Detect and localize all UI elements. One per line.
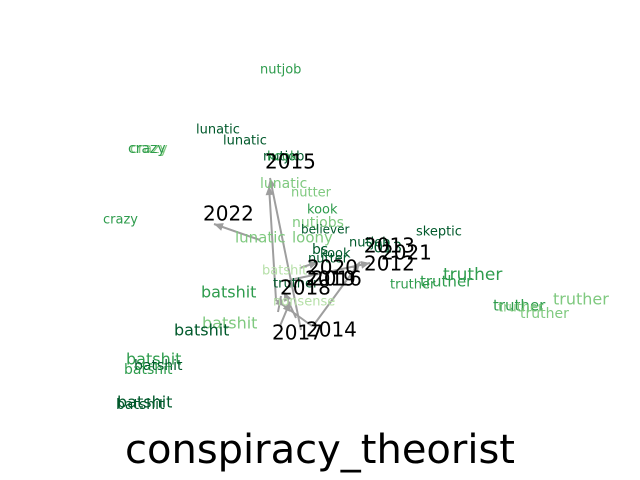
year-label: 2019 — [305, 267, 356, 291]
neighbor-word: nutjob — [263, 150, 304, 165]
neighbor-word: bs — [312, 242, 328, 258]
trajectory-edge — [289, 262, 371, 281]
neighbor-word: crazy — [130, 141, 168, 157]
year-label: 2013 — [364, 234, 415, 258]
arrowhead — [214, 223, 224, 231]
neighbor-word: nutjobs — [292, 215, 344, 231]
arrowhead — [265, 186, 274, 196]
arrowhead — [360, 260, 370, 269]
year-label: 2022 — [203, 202, 254, 226]
neighbor-word: truther — [498, 301, 544, 316]
arrowhead — [282, 302, 291, 312]
neighbor-word: batshit — [124, 362, 173, 378]
neighbor-word: crazy — [128, 141, 166, 157]
trajectory-edge — [312, 261, 361, 327]
neighbor-word: nutjob — [349, 236, 390, 251]
trajectory-edge — [268, 185, 313, 327]
diagram-title: conspiracy_theorist — [125, 427, 515, 473]
edges-layer — [213, 177, 371, 331]
neighbor-word: nutter — [308, 252, 349, 267]
arrowhead — [308, 261, 318, 269]
year-label: 2017 — [272, 321, 323, 345]
year-label: 2018 — [280, 276, 331, 300]
year-label: 2015 — [265, 150, 316, 174]
neighbor-word: believer — [301, 223, 350, 237]
arrowhead — [267, 178, 276, 188]
neighbor-word: kook — [320, 247, 351, 262]
neighbor-word: 2013 — [364, 239, 402, 257]
neighbor-word: batshit — [174, 321, 229, 340]
neighbor-word: truther — [520, 306, 569, 322]
neighbor-word: kook — [307, 203, 338, 218]
arrowhead — [275, 296, 284, 306]
neighbor-word: nutter — [291, 186, 332, 201]
neighbor-word: nonsense — [273, 295, 335, 310]
neighbor-word: lunatic — [235, 229, 286, 247]
neighbor-word: batshit — [201, 283, 256, 302]
year-label: 2020 — [307, 256, 358, 280]
year-label: 2021 — [381, 241, 432, 265]
neighbor-word: batshit — [262, 264, 307, 279]
neighbor-word: batshit — [117, 393, 172, 412]
neighbor-word: skeptic — [416, 225, 462, 240]
neighbor-word: truther — [420, 273, 473, 291]
neighbor-word: lunatic — [196, 123, 240, 138]
neighbor-word: truther — [553, 290, 609, 309]
neighbor-word: crazy — [103, 213, 138, 228]
neighbor-word: batshit — [134, 358, 183, 374]
year-label: 2012 — [364, 252, 415, 276]
neighbor-word: truther — [443, 265, 502, 285]
neighbor-word: nutjob — [260, 63, 301, 78]
year-label: 2016 — [311, 267, 362, 291]
neighbor-word: batshit — [202, 314, 257, 333]
trajectory-edge — [269, 177, 302, 331]
neighbor-word: kook — [267, 150, 298, 165]
neighbor-word: batshit — [126, 350, 181, 369]
neighbor-word: truther — [390, 278, 436, 293]
neighbor-word: batshit — [116, 397, 165, 413]
neighbor-word: lunatic — [260, 176, 307, 192]
neighbor-word: lunatic — [223, 134, 267, 149]
neighbor-word: truther — [493, 297, 546, 315]
neighbor-word: truther — [273, 277, 319, 292]
arrowhead — [284, 292, 292, 302]
neighbor-word: loony — [292, 229, 333, 247]
year-label: 2014 — [306, 318, 357, 342]
